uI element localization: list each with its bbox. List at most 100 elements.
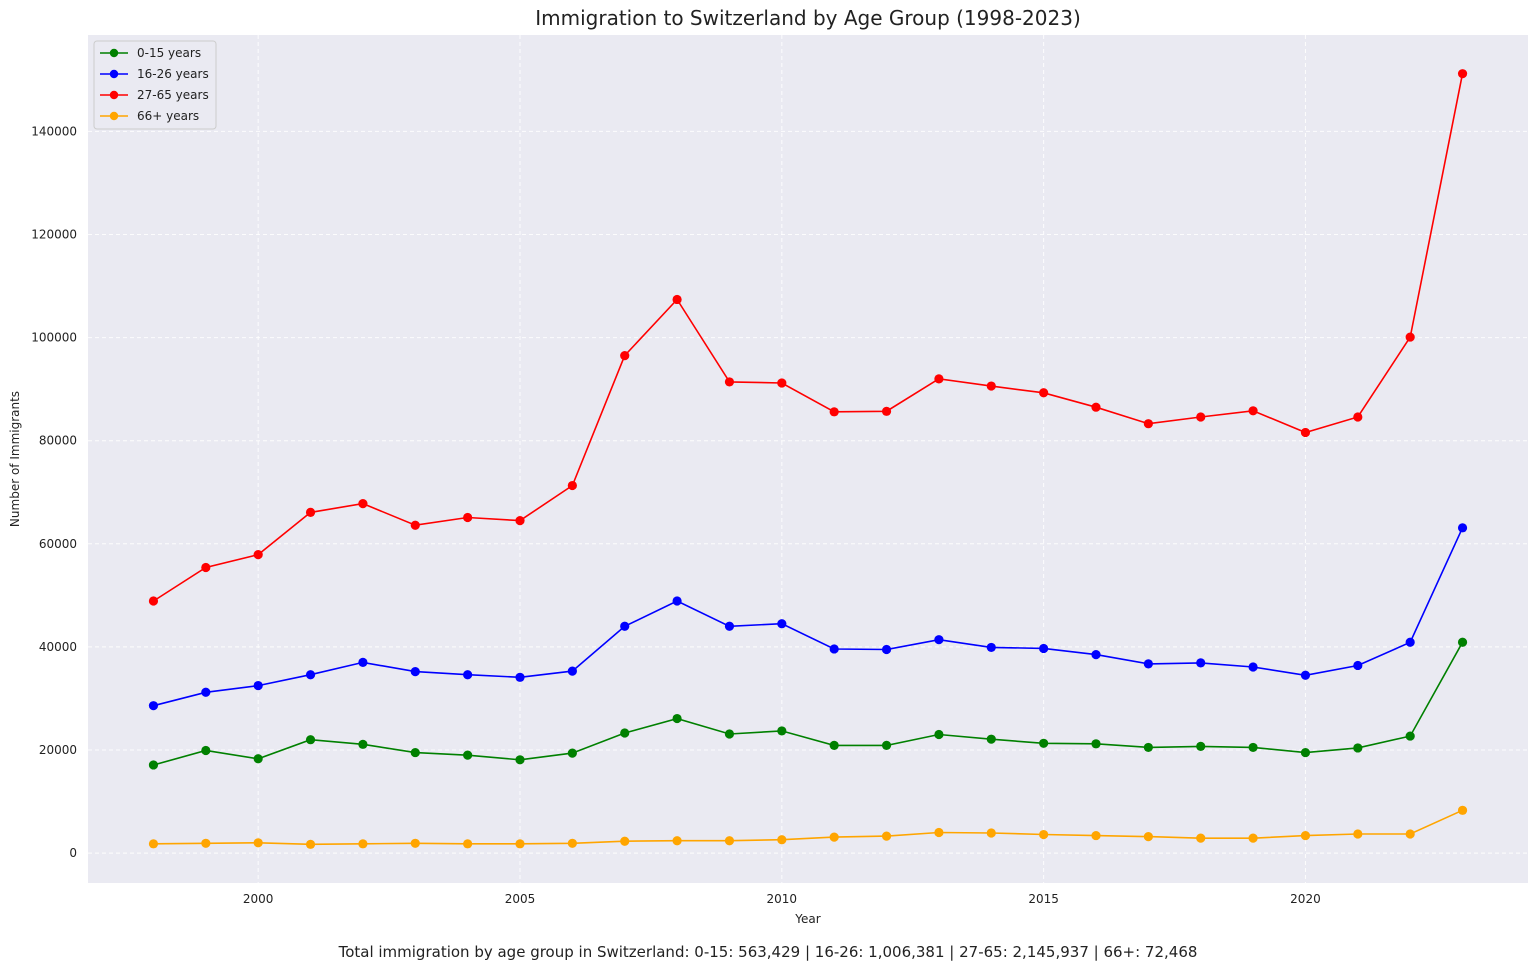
data-point (1353, 412, 1363, 422)
series-27-65-years (148, 69, 1468, 606)
data-point (777, 378, 787, 388)
legend-item: 16-26 years (100, 67, 209, 81)
data-point (986, 381, 996, 391)
data-point (1196, 658, 1206, 668)
legend-marker (109, 69, 119, 79)
y-axis-label: Number of Immigrants (8, 391, 22, 527)
x-axis-label: Year (794, 912, 820, 926)
data-point (567, 666, 577, 676)
data-point (1300, 747, 1311, 758)
data-point (672, 294, 682, 305)
data-point (305, 670, 316, 680)
legend-label: 0-15 years (137, 46, 201, 60)
data-point (986, 734, 996, 744)
data-point (1405, 731, 1415, 741)
legend-marker (109, 111, 119, 121)
data-point (1248, 833, 1258, 843)
data-point (358, 498, 368, 509)
data-point (358, 739, 368, 749)
data-point (1353, 829, 1363, 839)
legend-item: 0-15 years (100, 46, 201, 60)
data-point (201, 745, 211, 756)
chart-title: Immigration to Switzerland by Age Group … (535, 6, 1081, 30)
data-point (410, 747, 420, 758)
data-point (672, 713, 682, 724)
data-point (934, 827, 944, 838)
data-point (829, 832, 839, 842)
data-point (148, 760, 159, 770)
series-0-15-years (148, 637, 1468, 770)
data-point (253, 550, 263, 560)
data-point (515, 839, 525, 849)
data-point (724, 377, 735, 387)
data-point (358, 839, 368, 849)
data-point (1353, 743, 1363, 753)
data-point (1091, 650, 1101, 660)
data-point (1457, 523, 1468, 533)
x-tick-label: 2010 (767, 892, 798, 906)
data-point (567, 748, 577, 758)
data-point (515, 672, 525, 682)
data-point (515, 516, 525, 526)
data-point (410, 667, 420, 677)
y-tick-label: 60000 (39, 537, 77, 551)
data-point (724, 621, 735, 631)
data-point (463, 750, 473, 760)
data-point (1248, 742, 1258, 753)
data-point (305, 735, 316, 745)
y-axis-ticks: 0 20000 40000 60000 80000 100000 120000 140000 (31, 124, 77, 860)
data-point (1143, 832, 1153, 842)
data-point (777, 619, 787, 629)
data-point (305, 507, 316, 517)
data-point (1300, 427, 1311, 438)
data-point (777, 835, 787, 845)
data-point (253, 838, 263, 848)
data-point (148, 701, 159, 711)
y-tick-label: 20000 (39, 743, 77, 757)
data-point (620, 621, 630, 631)
legend-label: 27-65 years (137, 88, 209, 102)
y-tick-label: 140000 (31, 124, 77, 138)
data-point (777, 726, 787, 736)
legend-marker (109, 48, 119, 58)
data-point (672, 596, 682, 606)
series-16-26-years (148, 523, 1468, 711)
data-point (1143, 659, 1153, 669)
grid-lines (88, 35, 1528, 883)
legend-item: 27-65 years (100, 88, 209, 102)
data-point (829, 644, 839, 654)
x-tick-label: 2015 (1028, 892, 1059, 906)
data-point (463, 670, 473, 680)
legend-frame (93, 40, 217, 130)
data-point (567, 838, 577, 848)
data-point (567, 480, 577, 491)
series-line (153, 809, 1463, 846)
data-point (986, 642, 996, 653)
plot-background (88, 35, 1528, 883)
data-point (1248, 406, 1258, 416)
data-point (1405, 332, 1415, 342)
y-tick-label: 80000 (39, 434, 77, 448)
data-point (1300, 670, 1311, 680)
data-point (201, 687, 211, 697)
series-line (153, 641, 1464, 766)
legend-marker (109, 90, 119, 100)
y-tick-label: 120000 (31, 227, 77, 241)
x-axis-ticks: 2000 2005 2010 2015 2020 (243, 892, 1321, 906)
legend: 0-15 years 16-26 years 27-65 years 66+ year… (93, 40, 217, 130)
data-point (620, 728, 630, 738)
data-point (934, 635, 944, 645)
data-point (881, 740, 892, 750)
data-point (620, 351, 630, 361)
data-point (1457, 805, 1468, 815)
data-point (463, 839, 473, 849)
data-point (305, 839, 316, 849)
data-point (724, 836, 735, 846)
x-tick-label: 2005 (505, 892, 536, 906)
series-lines (148, 69, 1468, 849)
data-point (1196, 741, 1206, 751)
data-point (1143, 419, 1153, 429)
data-point (201, 562, 211, 573)
data-point (1196, 412, 1206, 422)
